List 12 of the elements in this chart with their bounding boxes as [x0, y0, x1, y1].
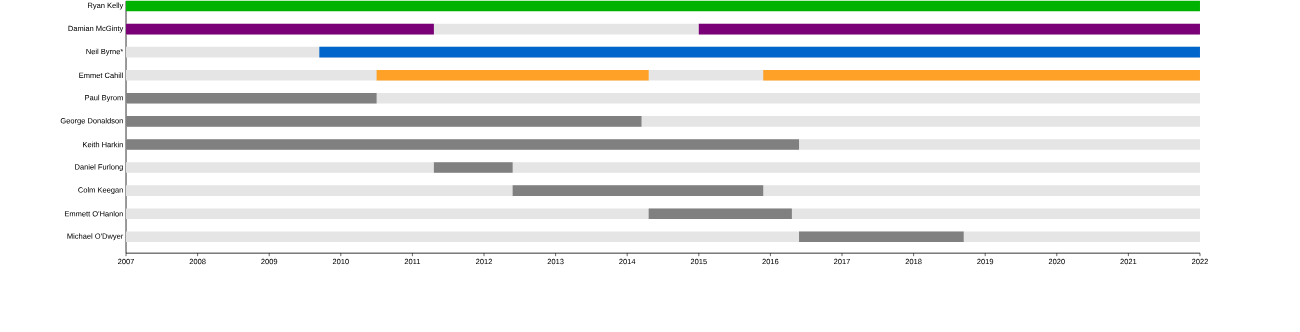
bar [126, 92, 377, 104]
bar [512, 185, 764, 196]
bar [433, 162, 513, 173]
bar [698, 23, 1200, 35]
bar [126, 0, 1200, 12]
bar [799, 231, 964, 243]
bar [126, 116, 642, 127]
bar [319, 46, 1200, 58]
bar [648, 208, 792, 219]
bar [126, 162, 1200, 173]
bar [126, 139, 800, 150]
bar [763, 69, 1200, 81]
